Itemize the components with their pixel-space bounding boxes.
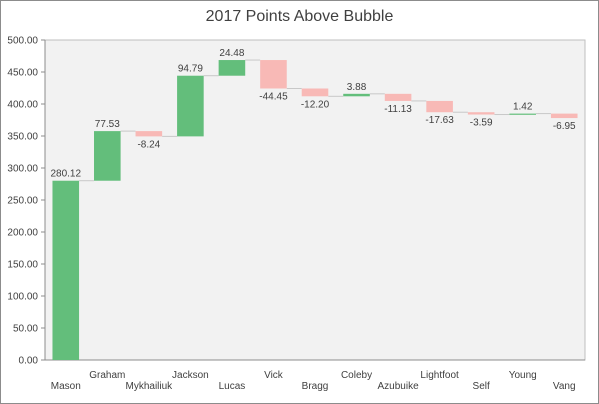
value-label: 94.79 — [178, 64, 203, 75]
value-label: -6.95 — [553, 121, 576, 132]
y-tick-label: 250.00 — [7, 196, 38, 207]
y-tick-label: 150.00 — [7, 260, 38, 271]
plot-background — [44, 39, 586, 361]
y-tick-label: 100.00 — [7, 292, 38, 303]
bar-graham — [94, 131, 121, 181]
value-label: -8.24 — [137, 139, 160, 150]
value-label: -3.59 — [470, 118, 493, 129]
chart-title: 2017 Points Above Bubble — [205, 8, 394, 25]
bar-self — [467, 112, 495, 115]
connectors — [79, 59, 551, 182]
value-label: -17.63 — [425, 115, 454, 126]
y-tick-label: 450.00 — [7, 68, 38, 79]
x-tick-label: Vick — [264, 370, 284, 381]
value-label: 3.88 — [347, 82, 367, 93]
bar-bragg — [301, 88, 329, 97]
value-labels: 280.12 77.53 -8.24 94.79 24.48 -44.45 -12.20 3.… — [50, 48, 576, 180]
y-tick-label: 200.00 — [7, 228, 38, 239]
x-tick-label: Self — [473, 381, 490, 392]
bar-vick — [260, 60, 287, 89]
y-tick-label: 50.00 — [13, 324, 38, 335]
y-tick-label: 500.00 — [7, 36, 38, 47]
value-label: 280.12 — [50, 169, 81, 180]
y-axis: 0.00 50.00 100.00 150.00 200.00 250.00 300.00 3… — [7, 36, 585, 367]
x-tick-label: Vang — [553, 381, 576, 392]
value-label: -12.20 — [301, 99, 330, 110]
x-tick-label: Lightfoot — [420, 370, 459, 381]
bar-lightfoot — [426, 100, 453, 113]
x-tick-label: Coleby — [341, 370, 372, 381]
x-tick-label: Mason — [51, 381, 81, 392]
x-tick-label: Graham — [89, 370, 125, 381]
bar-coleby — [343, 93, 370, 97]
plot-area — [44, 39, 586, 361]
y-tick-label: 400.00 — [7, 100, 38, 111]
bar-azubuike — [384, 93, 412, 101]
bar-young — [509, 113, 536, 115]
bar-vang — [550, 113, 578, 119]
bars — [52, 60, 578, 360]
value-label: 77.53 — [95, 119, 120, 130]
bar-lucas — [218, 60, 246, 76]
bar-mykhailiuk — [135, 131, 163, 137]
x-tick-label: Lucas — [219, 381, 246, 392]
bar-jackson — [177, 75, 204, 137]
x-tick-label: Azubuike — [378, 381, 420, 392]
value-label: 24.48 — [219, 48, 244, 59]
x-tick-label: Bragg — [302, 381, 329, 392]
y-tick-label: 350.00 — [7, 132, 38, 143]
x-tick-label: Jackson — [172, 370, 209, 381]
bar-mason — [52, 180, 80, 360]
value-label: 1.42 — [513, 102, 533, 113]
x-tick-label: Young — [509, 370, 537, 381]
value-label: -44.45 — [259, 91, 288, 102]
x-tick-label: Mykhailiuk — [126, 381, 174, 392]
value-label: -11.13 — [384, 104, 412, 115]
y-tick-label: 0.00 — [19, 356, 39, 367]
y-tick-label: 300.00 — [7, 164, 38, 175]
